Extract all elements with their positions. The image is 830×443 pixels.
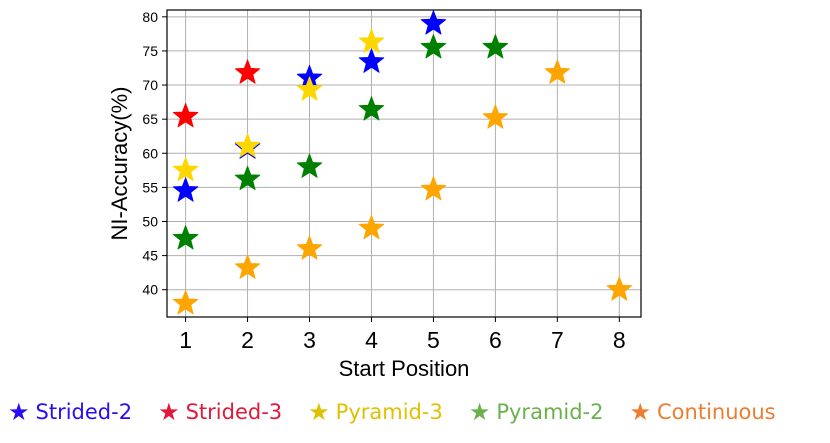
star-marker-continuous xyxy=(172,289,199,315)
star-marker-continuous xyxy=(234,254,261,279)
star-marker-continuous xyxy=(482,104,509,129)
y-tick-label: 40 xyxy=(142,282,158,298)
y-tick-label: 60 xyxy=(142,145,158,161)
legend-item-continuous: ★ Continuous xyxy=(630,400,776,424)
legend-label: Continuous xyxy=(657,400,776,424)
star-marker-strided-3 xyxy=(172,103,199,128)
legend-label: Strided-2 xyxy=(35,400,133,424)
star-marker-pyramid-3 xyxy=(296,76,323,101)
star-marker-continuous xyxy=(358,214,385,240)
star-marker-continuous xyxy=(606,276,633,301)
x-tick-label: 2 xyxy=(241,327,254,353)
star-marker-pyramid-2 xyxy=(420,34,447,59)
x-tick-label: 7 xyxy=(551,327,564,353)
star-icon: ★ xyxy=(308,398,330,426)
y-tick-label: 65 xyxy=(142,111,158,127)
y-tick-label: 45 xyxy=(142,248,158,264)
data-points xyxy=(172,10,633,315)
legend-label: Strided-3 xyxy=(185,400,283,424)
x-axis-label: Start Position xyxy=(339,356,470,381)
y-tick-label: 80 xyxy=(142,9,158,25)
y-tick-labels: 40 45 50 55 60 65 70 75 80 xyxy=(142,9,167,298)
legend-label: Pyramid-3 xyxy=(335,400,443,424)
plot-frame xyxy=(166,9,642,318)
legend-item-strided-3: ★ Strided-3 xyxy=(158,400,282,424)
star-marker-pyramid-2 xyxy=(482,34,509,59)
y-tick-label: 55 xyxy=(142,179,158,195)
star-marker-pyramid-3 xyxy=(234,133,261,158)
y-tick-label: 75 xyxy=(142,43,158,59)
star-marker-pyramid-2 xyxy=(358,96,385,121)
x-tick-labels: 1 2 3 4 5 6 7 8 xyxy=(179,317,626,353)
star-marker-pyramid-2 xyxy=(234,165,261,191)
x-tick-label: 3 xyxy=(303,327,316,353)
x-tick-label: 1 xyxy=(179,327,192,353)
y-tick-label: 70 xyxy=(142,77,158,93)
y-axis-label: NI-Accuracy(%) xyxy=(107,86,132,240)
legend-label: Pyramid-2 xyxy=(496,400,604,424)
star-marker-strided-2 xyxy=(420,10,447,35)
star-marker-continuous xyxy=(296,235,323,260)
star-marker-pyramid-3 xyxy=(358,28,385,53)
x-tick-label: 4 xyxy=(365,327,378,353)
legend-item-pyramid-2: ★ Pyramid-2 xyxy=(469,400,604,424)
star-marker-strided-3 xyxy=(234,59,261,84)
star-icon: ★ xyxy=(8,398,30,426)
star-marker-pyramid-2 xyxy=(172,225,199,250)
legend: ★ Strided-2 ★ Strided-3 ★ Pyramid-3 ★ Pyramid-2… xyxy=(8,396,830,428)
grid-lines xyxy=(167,10,641,317)
x-tick-label: 5 xyxy=(427,327,440,353)
star-icon: ★ xyxy=(158,398,180,426)
star-marker-pyramid-3 xyxy=(172,156,199,182)
x-tick-label: 6 xyxy=(489,327,502,353)
star-marker-pyramid-2 xyxy=(296,153,323,178)
star-marker-strided-2 xyxy=(358,48,385,73)
star-icon: ★ xyxy=(468,398,491,426)
star-icon: ★ xyxy=(629,398,652,426)
star-marker-continuous xyxy=(544,59,571,84)
star-marker-strided-2 xyxy=(172,177,199,202)
y-tick-label: 50 xyxy=(142,213,158,229)
star-marker-continuous xyxy=(420,176,447,201)
x-tick-label: 8 xyxy=(613,327,626,353)
legend-item-strided-2: ★ Strided-2 xyxy=(8,400,132,424)
legend-item-pyramid-3: ★ Pyramid-3 xyxy=(308,400,443,424)
